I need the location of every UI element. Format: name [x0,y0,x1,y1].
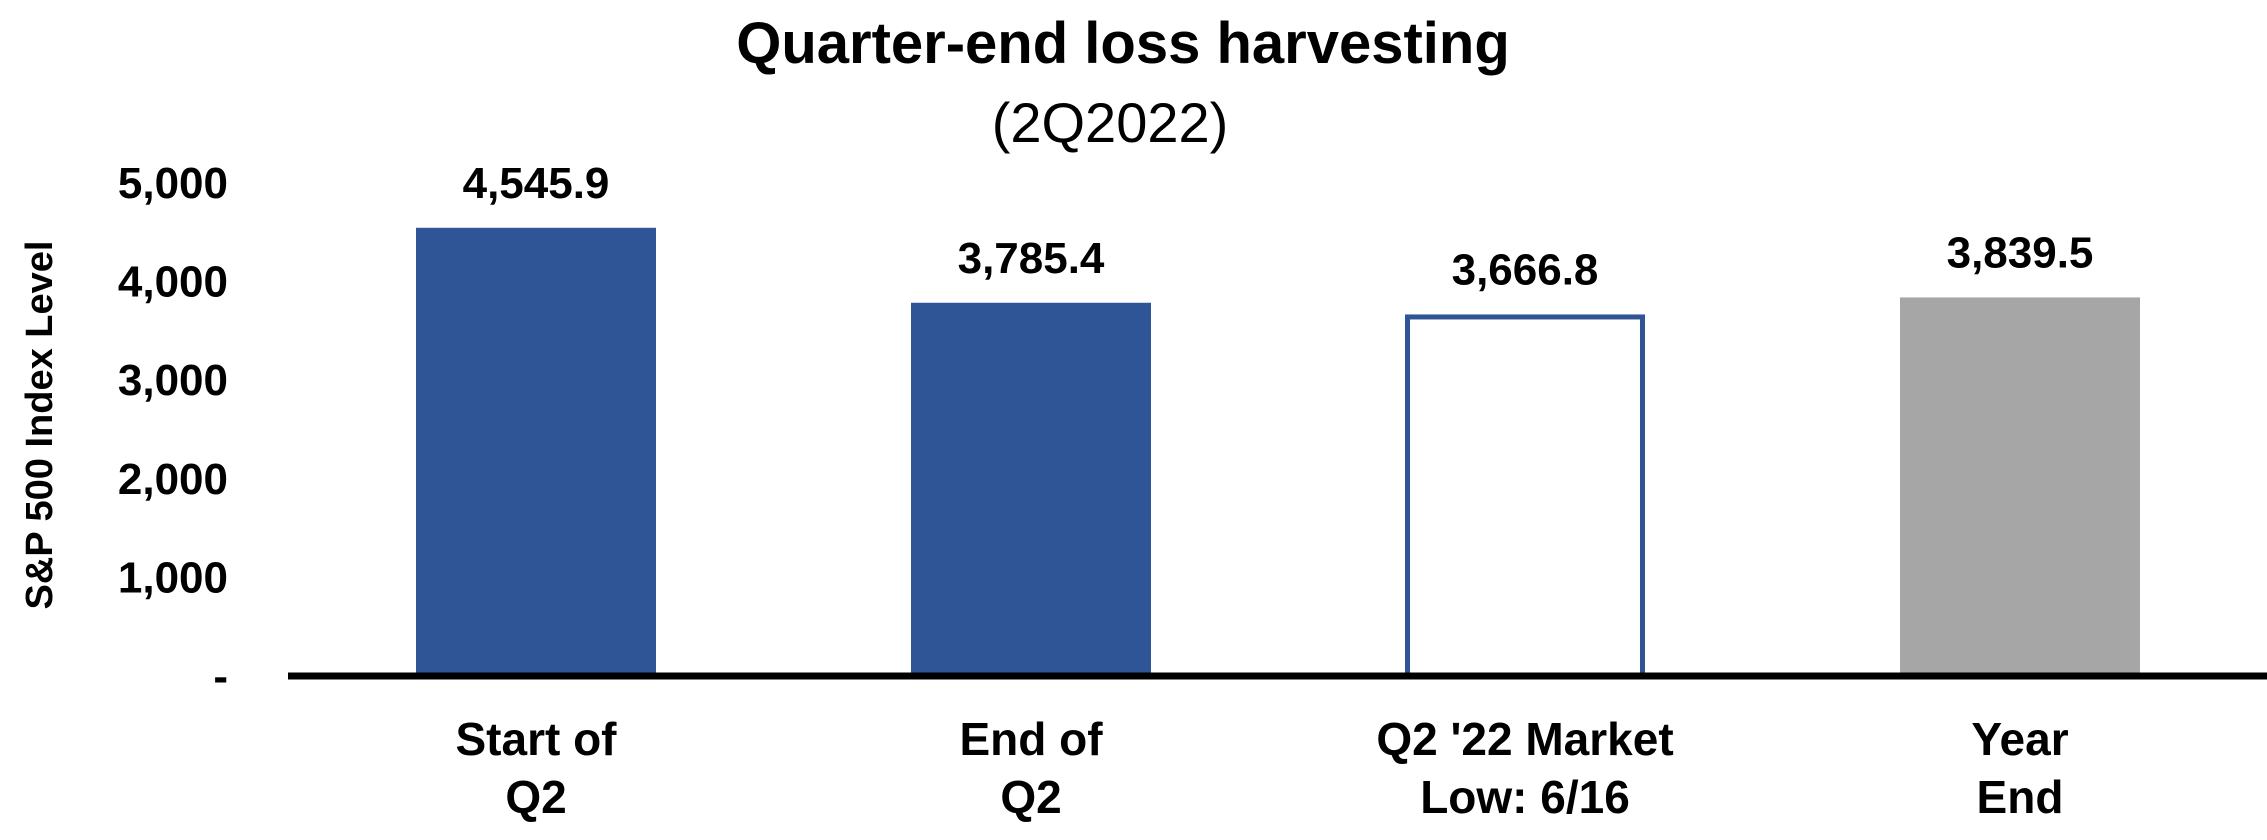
data-label: 3,666.8 [1452,245,1599,294]
y-tick-label: 4,000 [118,258,228,307]
data-labels: 4,545.9 3,785.4 3,666.8 3,839.5 [463,159,2094,295]
chart-subtitle: (2Q2022) [992,91,1229,154]
bar [1900,297,2140,676]
y-tick-label: 1,000 [118,553,228,602]
x-tick-label: Start of [456,713,618,765]
data-label: 4,545.9 [463,159,610,208]
x-tick-label: Year [1971,713,2068,765]
bar [1405,314,1645,679]
data-label: 3,839.5 [1947,228,2094,277]
y-axis-label: S&P 500 Index Level [19,241,61,610]
x-tick-label: Q2 [1000,771,1061,823]
bars [416,227,2140,679]
y-tick-label: 2,000 [118,455,228,504]
x-tick-label: End of [959,713,1103,765]
data-label: 3,785.4 [958,234,1105,283]
x-tick-label: Q2 '22 Market [1376,713,1673,765]
bar [416,227,656,676]
y-tick-label: - [213,652,228,701]
y-tick-label: 3,000 [118,356,228,405]
x-tick-label: Low: 6/16 [1420,771,1630,823]
y-tick-label: 5,000 [118,159,228,208]
x-tick-label: End [1977,771,2064,823]
x-tick-label: Q2 [505,771,566,823]
x-axis-ticks: Start of Q2 End of Q2 Q2 '22 Market Low: 6/16… [456,713,2069,823]
chart-title: Quarter-end loss harvesting [736,11,1510,76]
y-axis-ticks: - 1,000 2,000 3,000 4,000 5,000 [118,159,228,701]
bar [911,302,1151,676]
